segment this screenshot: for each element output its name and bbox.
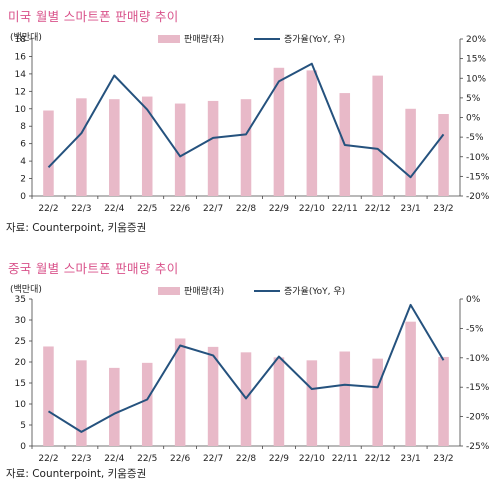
- sales-bar: [207, 346, 219, 446]
- unit-label: (백만대): [10, 32, 42, 43]
- x-tick-label: 22/7: [203, 454, 223, 464]
- x-tick-label: 22/4: [104, 454, 124, 464]
- left-tick-label: 0: [20, 442, 26, 452]
- left-tick-label: 15: [15, 379, 26, 389]
- left-tick-label: 8: [20, 122, 26, 132]
- x-tick-label: 22/8: [236, 454, 256, 464]
- sales-bar: [76, 360, 87, 446]
- x-tick-label: 23/1: [401, 204, 421, 214]
- sales-bar: [141, 362, 153, 446]
- sales-bar: [273, 357, 285, 446]
- left-tick-label: 14: [15, 70, 27, 80]
- x-tick-label: 22/10: [299, 204, 325, 214]
- sales-bar: [141, 96, 153, 196]
- x-tick-label: 22/7: [203, 204, 223, 214]
- legend-bar-label: 판매량(좌): [184, 285, 224, 297]
- legend-line-label: 증가율(YoY, 우): [284, 34, 345, 45]
- right-tick-label: -20%: [466, 413, 490, 423]
- x-tick-label: 22/6: [170, 454, 190, 464]
- growth-line: [47, 303, 445, 433]
- right-tick-label: 10%: [466, 74, 486, 84]
- right-tick-label: 0%: [466, 114, 481, 124]
- x-tick-label: 22/12: [365, 454, 391, 464]
- legend-line-label: 증가율(YoY, 우): [284, 286, 345, 297]
- x-tick-label: 22/9: [269, 454, 289, 464]
- x-tick-label: 23/2: [433, 454, 453, 464]
- legend-bar-label: 판매량(좌): [184, 33, 224, 45]
- chart-title-us: 미국 월별 스마트폰 판매량 추이: [8, 9, 179, 24]
- right-tick-label: 5%: [466, 94, 481, 104]
- x-tick-label: 22/2: [38, 204, 58, 214]
- left-tick-label: 5: [20, 421, 26, 431]
- left-tick-label: 20: [15, 358, 27, 368]
- x-tick-label: 22/5: [137, 204, 157, 214]
- x-tick-label: 22/9: [269, 204, 289, 214]
- right-tick-label: -15%: [466, 172, 490, 182]
- right-tick-label: 15%: [466, 55, 486, 65]
- right-tick-label: -15%: [466, 383, 490, 393]
- left-tick-label: 4: [20, 157, 26, 167]
- left-tick-label: 25: [15, 337, 26, 347]
- sales-bar: [273, 67, 285, 197]
- sales-bar: [109, 99, 120, 196]
- right-tick-label: -10%: [466, 153, 490, 163]
- left-tick-label: 10: [15, 105, 27, 115]
- sales-bar: [109, 367, 120, 446]
- x-tick-label: 22/2: [38, 454, 58, 464]
- sales-bar: [207, 100, 219, 196]
- growth-line: [47, 62, 445, 179]
- sales-bar: [174, 103, 186, 196]
- left-tick-label: 2: [20, 175, 26, 185]
- right-tick-label: -10%: [466, 354, 490, 364]
- x-tick-label: 22/3: [71, 204, 91, 214]
- sales-bar: [306, 360, 318, 446]
- us-smartphone-chart: (백만대) 판매량(좌) 증가율(YoY, 우) 0 2 4 6 8 10 12 14 16 18 -20…: [10, 32, 490, 214]
- left-tick-label: 6: [20, 140, 26, 150]
- left-tick-label: 0: [20, 192, 26, 202]
- sales-bar: [43, 346, 54, 446]
- chart-title-china: 중국 월별 스마트폰 판매량 추이: [8, 261, 179, 276]
- unit-label: (백만대): [10, 284, 42, 295]
- left-tick-label: 12: [15, 87, 26, 97]
- sales-bar: [438, 114, 449, 196]
- x-tick-label: 22/12: [365, 204, 391, 214]
- left-tick-label: 16: [15, 52, 27, 62]
- left-tick-label: 10: [15, 400, 27, 410]
- sales-bar: [240, 99, 252, 196]
- legend-bar-swatch: [158, 35, 180, 43]
- legend-bar-swatch: [158, 287, 180, 295]
- x-tick-label: 22/10: [299, 454, 325, 464]
- sales-bar: [76, 98, 87, 196]
- source-note-china: 자료: Counterpoint, 키움증권: [6, 468, 147, 480]
- x-tick-label: 22/11: [332, 454, 358, 464]
- sales-bar: [372, 75, 383, 196]
- right-tick-label: 0%: [466, 295, 481, 305]
- x-tick-label: 22/8: [236, 204, 256, 214]
- left-tick-label: 35: [15, 295, 26, 305]
- sales-bar: [438, 356, 449, 446]
- x-tick-label: 22/3: [71, 454, 91, 464]
- sales-bar: [43, 110, 54, 196]
- right-tick-label: -5%: [466, 133, 484, 143]
- sales-bar: [306, 70, 318, 196]
- x-tick-label: 22/4: [104, 204, 124, 214]
- x-tick-label: 22/11: [332, 204, 358, 214]
- x-tick-label: 23/2: [433, 204, 453, 214]
- x-tick-label: 22/6: [170, 204, 190, 214]
- sales-bar: [405, 108, 416, 196]
- source-note-us: 자료: Counterpoint, 키움증권: [6, 222, 147, 234]
- right-tick-label: 20%: [466, 35, 486, 45]
- right-tick-label: -25%: [466, 442, 490, 452]
- right-tick-label: -5%: [466, 324, 484, 334]
- x-tick-label: 23/1: [401, 454, 421, 464]
- sales-bar: [405, 321, 416, 446]
- china-smartphone-chart: (백만대) 판매량(좌) 증가율(YoY, 우) 0 5 10 15 20 25 30 35 -25%…: [10, 284, 490, 464]
- right-tick-label: -20%: [466, 192, 490, 202]
- sales-bar: [339, 351, 351, 446]
- sales-bar: [372, 358, 383, 446]
- x-tick-label: 22/5: [137, 454, 157, 464]
- sales-bar: [174, 338, 186, 446]
- left-tick-label: 18: [15, 35, 27, 45]
- left-tick-label: 30: [15, 316, 27, 326]
